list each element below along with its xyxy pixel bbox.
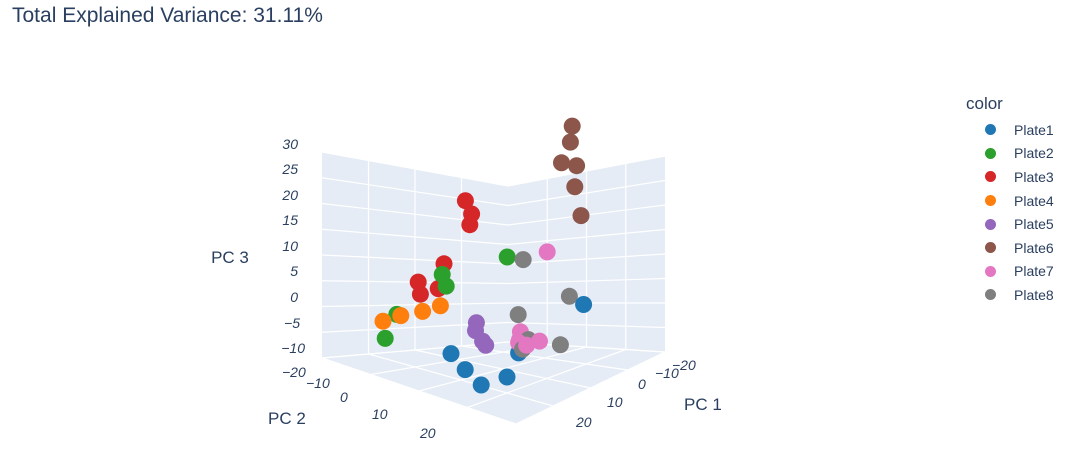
legend-marker-icon (985, 218, 996, 230)
legend-marker-icon (985, 147, 996, 159)
point-plate4[interactable] (414, 302, 432, 320)
x-tick-0: 0 (638, 376, 646, 392)
z-tick-5: 5 (290, 263, 298, 279)
z-tick-25: 25 (281, 161, 298, 177)
point-plate3[interactable] (461, 216, 479, 234)
legend-item-plate2[interactable]: Plate2 (966, 142, 1061, 166)
y-tick-10: 10 (372, 406, 388, 422)
point-plate7[interactable] (531, 332, 548, 350)
point-plate1[interactable] (575, 296, 593, 313)
point-plate2[interactable] (437, 277, 455, 295)
legend-label: Plate7 (1014, 263, 1054, 280)
point-plate8[interactable] (560, 287, 578, 305)
point-plate7[interactable] (538, 243, 556, 261)
point-plate3[interactable] (456, 192, 474, 210)
gridline-floor (467, 348, 626, 409)
point-plate6[interactable] (568, 157, 586, 175)
legend-label: Plate6 (1014, 239, 1054, 256)
legend-label: Plate2 (1014, 145, 1054, 162)
legend-marker-icon (985, 124, 996, 136)
legend-item-plate3[interactable]: Plate3 (966, 165, 1061, 189)
legend-label: Plate5 (1014, 216, 1054, 233)
point-plate4[interactable] (392, 307, 410, 325)
point-plate3[interactable] (411, 285, 429, 303)
legend-label: Plate8 (1014, 286, 1054, 303)
x-tick-20: 20 (575, 414, 592, 430)
legend-item-plate8[interactable]: Plate8 (966, 283, 1061, 307)
y-tick-20: 20 (419, 425, 436, 441)
z-tick-30: 30 (282, 136, 298, 152)
y-tick-0: 0 (340, 389, 348, 405)
point-plate1[interactable] (472, 376, 490, 394)
point-plate1[interactable] (498, 368, 516, 386)
legend-item-plate6[interactable]: Plate6 (966, 236, 1061, 260)
z-axis-ticks: 30 25 20 15 10 5 0 −5 −10 (281, 136, 305, 356)
point-plate5[interactable] (477, 336, 495, 354)
y-axis-label: PC 2 (268, 409, 306, 428)
legend-item-plate5[interactable]: Plate5 (966, 212, 1061, 236)
legend: color Plate1 Plate2 Plate3 Plate4 Plate5 Plat… (966, 94, 1061, 307)
y-tick-neg10: −10 (306, 375, 330, 391)
gridline-floor (418, 346, 587, 392)
point-plate7[interactable] (518, 336, 536, 354)
z-tick-0: 0 (290, 289, 298, 305)
x-tick-10: 10 (607, 394, 623, 410)
point-plate6[interactable] (566, 178, 584, 196)
x-axis-label: PC 1 (684, 395, 722, 414)
x-tick-neg10: −10 (655, 365, 679, 381)
point-plate2[interactable] (498, 248, 516, 266)
point-plate6[interactable] (553, 154, 570, 172)
point-plate8[interactable] (551, 336, 569, 354)
z-tick-neg5: −5 (284, 315, 300, 331)
point-plate1[interactable] (442, 345, 460, 363)
z-tick-neg10: −10 (281, 340, 305, 356)
point-plate8[interactable] (514, 251, 532, 269)
z-tick-20: 20 (281, 187, 298, 203)
y-tick-neg20: −20 (282, 364, 306, 380)
legend-item-plate7[interactable]: Plate7 (966, 260, 1061, 284)
gridline-floor (515, 351, 666, 425)
x-tick-neg20: −20 (672, 357, 696, 373)
point-plate4[interactable] (374, 312, 392, 330)
legend-title: color (966, 94, 1003, 113)
point-plate6[interactable] (563, 117, 581, 135)
legend-label: Plate3 (1014, 168, 1054, 185)
z-axis-label: PC 3 (211, 248, 249, 267)
x-axis-ticks: −20 −10 0 10 20 (575, 357, 696, 430)
z-tick-10: 10 (282, 238, 298, 254)
legend-item-plate1[interactable]: Plate1 (966, 118, 1061, 142)
legend-marker-icon (985, 195, 996, 207)
legend-marker-icon (985, 289, 996, 301)
point-plate8[interactable] (509, 306, 527, 324)
legend-marker-icon (985, 242, 996, 254)
z-tick-15: 15 (282, 212, 298, 228)
chart-title: Total Explained Variance: 31.11% (12, 4, 323, 27)
point-plate2[interactable] (376, 329, 394, 347)
legend-items: Plate1 Plate2 Plate3 Plate4 Plate5 Plate6 Plat… (966, 118, 1061, 307)
legend-label: Plate4 (1014, 192, 1054, 209)
legend-item-plate4[interactable]: Plate4 (966, 189, 1061, 213)
legend-marker-icon (985, 265, 996, 277)
legend-marker-icon (985, 171, 996, 183)
legend-label: Plate1 (1014, 121, 1054, 138)
y-axis-ticks: −20 −10 0 10 20 (282, 364, 436, 441)
data-points[interactable] (374, 117, 593, 394)
point-plate6[interactable] (561, 133, 579, 151)
point-plate1[interactable] (456, 361, 474, 379)
point-plate6[interactable] (572, 207, 590, 225)
scatter3d-plot[interactable]: 30 25 20 15 10 5 0 −5 −10 PC 3 −20 −10 0… (0, 0, 940, 451)
point-plate4[interactable] (431, 297, 449, 315)
